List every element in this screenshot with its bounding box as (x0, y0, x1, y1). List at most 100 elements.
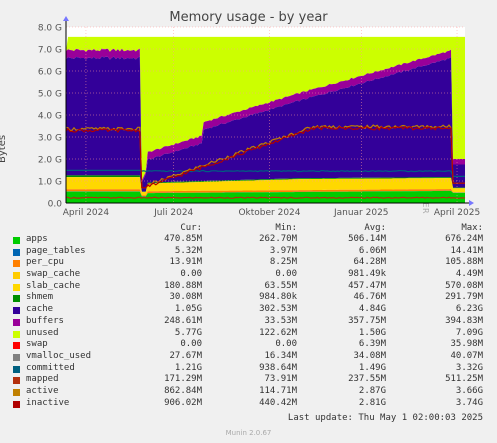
legend-row-per-cpu: per_cpu 13.91M 8.25M 64.28M 105.88M (0, 257, 497, 269)
legend-row-buffers: buffers 248.61M 33.53M 357.75M 394.83M (0, 316, 497, 328)
legend-max: 35.98M (450, 339, 483, 350)
col-cur: Cur: (180, 223, 202, 233)
legend-avg: 4.84G (358, 304, 386, 315)
legend-name: swap_cache (26, 269, 81, 280)
legend-min: 3.97M (269, 245, 297, 256)
legend-swatch (13, 248, 20, 256)
x-tick-label: Juli 2024 (153, 208, 193, 218)
y-tick-label: 2.0 G (38, 156, 62, 166)
legend-max: 14.41M (450, 245, 483, 256)
munin-version: Munin 2.0.67 (225, 429, 272, 437)
legend-min: 33.53M (264, 315, 297, 326)
y-tick-label: 6.0 G (38, 68, 62, 78)
y-axis-arrow (63, 16, 69, 21)
legend-row-apps: apps 470.85M 262.70M 506.14M 676.24M (0, 234, 497, 246)
legend-max: 6.23G (455, 304, 483, 315)
legend-min: 122.62M (259, 327, 297, 338)
legend-row-mapped: mapped 171.29M 73.91M 237.55M 511.25M (0, 374, 497, 386)
legend-avg: 2.87G (358, 385, 386, 396)
legend-row-active: active 862.84M 114.71M 2.87G 3.66G (0, 386, 497, 398)
legend-row-page-tables: page_tables 5.32M 3.97M 6.06M 14.41M (0, 246, 497, 258)
legend-name: apps (26, 234, 48, 244)
legend-swatch (13, 365, 20, 373)
legend-cur: 5.32M (174, 245, 202, 256)
legend-max: 3.74G (455, 397, 483, 408)
x-tick-label: April 2024 (63, 208, 110, 218)
y-tick-label: 4.0 G (38, 112, 62, 122)
line-committed (66, 169, 465, 177)
legend-max: 4.49M (455, 269, 483, 280)
y-tick-label: 5.0 G (38, 90, 62, 100)
legend-name: inactive (26, 397, 70, 408)
legend-min: 938.64M (259, 362, 297, 373)
legend-avg: 6.06M (358, 245, 386, 256)
legend-cur: 180.88M (164, 280, 202, 291)
legend-min: 8.25M (269, 257, 297, 268)
legend-swatch (13, 330, 20, 338)
legend-name: page_tables (26, 245, 86, 256)
legend-max: 291.79M (445, 292, 483, 303)
legend-swatch (13, 283, 20, 291)
legend-header: Cur: Min: Avg: Max: (0, 222, 497, 234)
legend-row-shmem: shmem 30.08M 984.80k 46.76M 291.79M (0, 292, 497, 304)
col-min: Min: (275, 223, 297, 233)
area-cache (66, 56, 465, 192)
legend-name: active (26, 385, 59, 396)
chart-title: Memory usage - by year (169, 10, 328, 25)
legend-max: 3.32G (455, 362, 483, 373)
legend-cur: 0.00 (180, 339, 202, 350)
legend-name: cache (26, 304, 54, 315)
col-avg: Avg: (364, 223, 386, 233)
legend-row-unused: unused 5.77G 122.62M 1.50G 7.09G (0, 328, 497, 340)
legend-min: 262.70M (259, 234, 297, 244)
legend-min: 302.53M (259, 304, 297, 315)
legend-avg: 357.75M (348, 315, 386, 326)
legend-name: vmalloc_used (26, 350, 92, 361)
legend-min: 984.80k (259, 292, 297, 303)
legend-avg: 6.39M (358, 339, 386, 350)
legend-max: 105.88M (445, 257, 483, 268)
col-max: Max: (461, 223, 483, 233)
area-shmem (66, 175, 465, 192)
legend-max: 511.25M (445, 374, 483, 385)
legend-avg: 506.14M (348, 234, 386, 244)
legend-swatch (13, 260, 20, 268)
legend-min: 73.91M (264, 374, 297, 385)
legend-cur: 0.00 (180, 269, 202, 280)
legend-row-committed: committed 1.21G 938.64M 1.49G 3.32G (0, 363, 497, 375)
legend-row-swap-cache: swap_cache 0.00 0.00 981.49k 4.49M (0, 269, 497, 281)
legend-avg: 1.49G (358, 362, 386, 373)
legend-cur: 906.02M (164, 397, 202, 408)
legend-row-cache: cache 1.05G 302.53M 4.84G 6.23G (0, 304, 497, 316)
legend-min: 16.34M (264, 350, 297, 361)
legend-cur: 5.77G (174, 327, 202, 338)
y-tick-label: 3.0 G (38, 134, 62, 144)
legend-swatch (13, 388, 20, 396)
legend-cur: 30.08M (169, 292, 202, 303)
legend-avg: 34.08M (353, 350, 386, 361)
legend-swatch (13, 353, 20, 361)
legend-row-swap: swap 0.00 0.00 6.39M 35.98M (0, 339, 497, 351)
legend-swatch (13, 272, 20, 280)
legend-swatch (13, 342, 20, 350)
legend-cur: 13.91M (169, 257, 202, 268)
plot-area: 0.0 1.0 G 2.0 G 3.0 G 4.0 G 5.0 G 6.0 G 7.0 G 8.… (38, 16, 480, 218)
legend-name: committed (26, 362, 75, 373)
legend-cur: 470.85M (164, 234, 202, 244)
legend-avg: 2.81G (358, 397, 386, 408)
y-tick-label: 8.0 G (38, 24, 62, 34)
legend-swatch (13, 318, 20, 326)
area-slab-cache (66, 177, 465, 196)
legend-name: shmem (26, 292, 54, 303)
legend-name: unused (26, 327, 59, 338)
legend-name: per_cpu (26, 257, 64, 268)
legend-avg: 64.28M (353, 257, 386, 268)
legend-swatch (13, 237, 20, 244)
legend-max: 40.07M (450, 350, 483, 361)
legend-swatch (13, 400, 20, 408)
legend-cur: 1.21G (174, 362, 202, 373)
legend-cur: 27.67M (169, 350, 202, 361)
y-tick-label: 1.0 G (38, 178, 62, 188)
x-tick-label: Januar 2025 (333, 208, 389, 218)
legend-cur: 1.05G (174, 304, 202, 315)
